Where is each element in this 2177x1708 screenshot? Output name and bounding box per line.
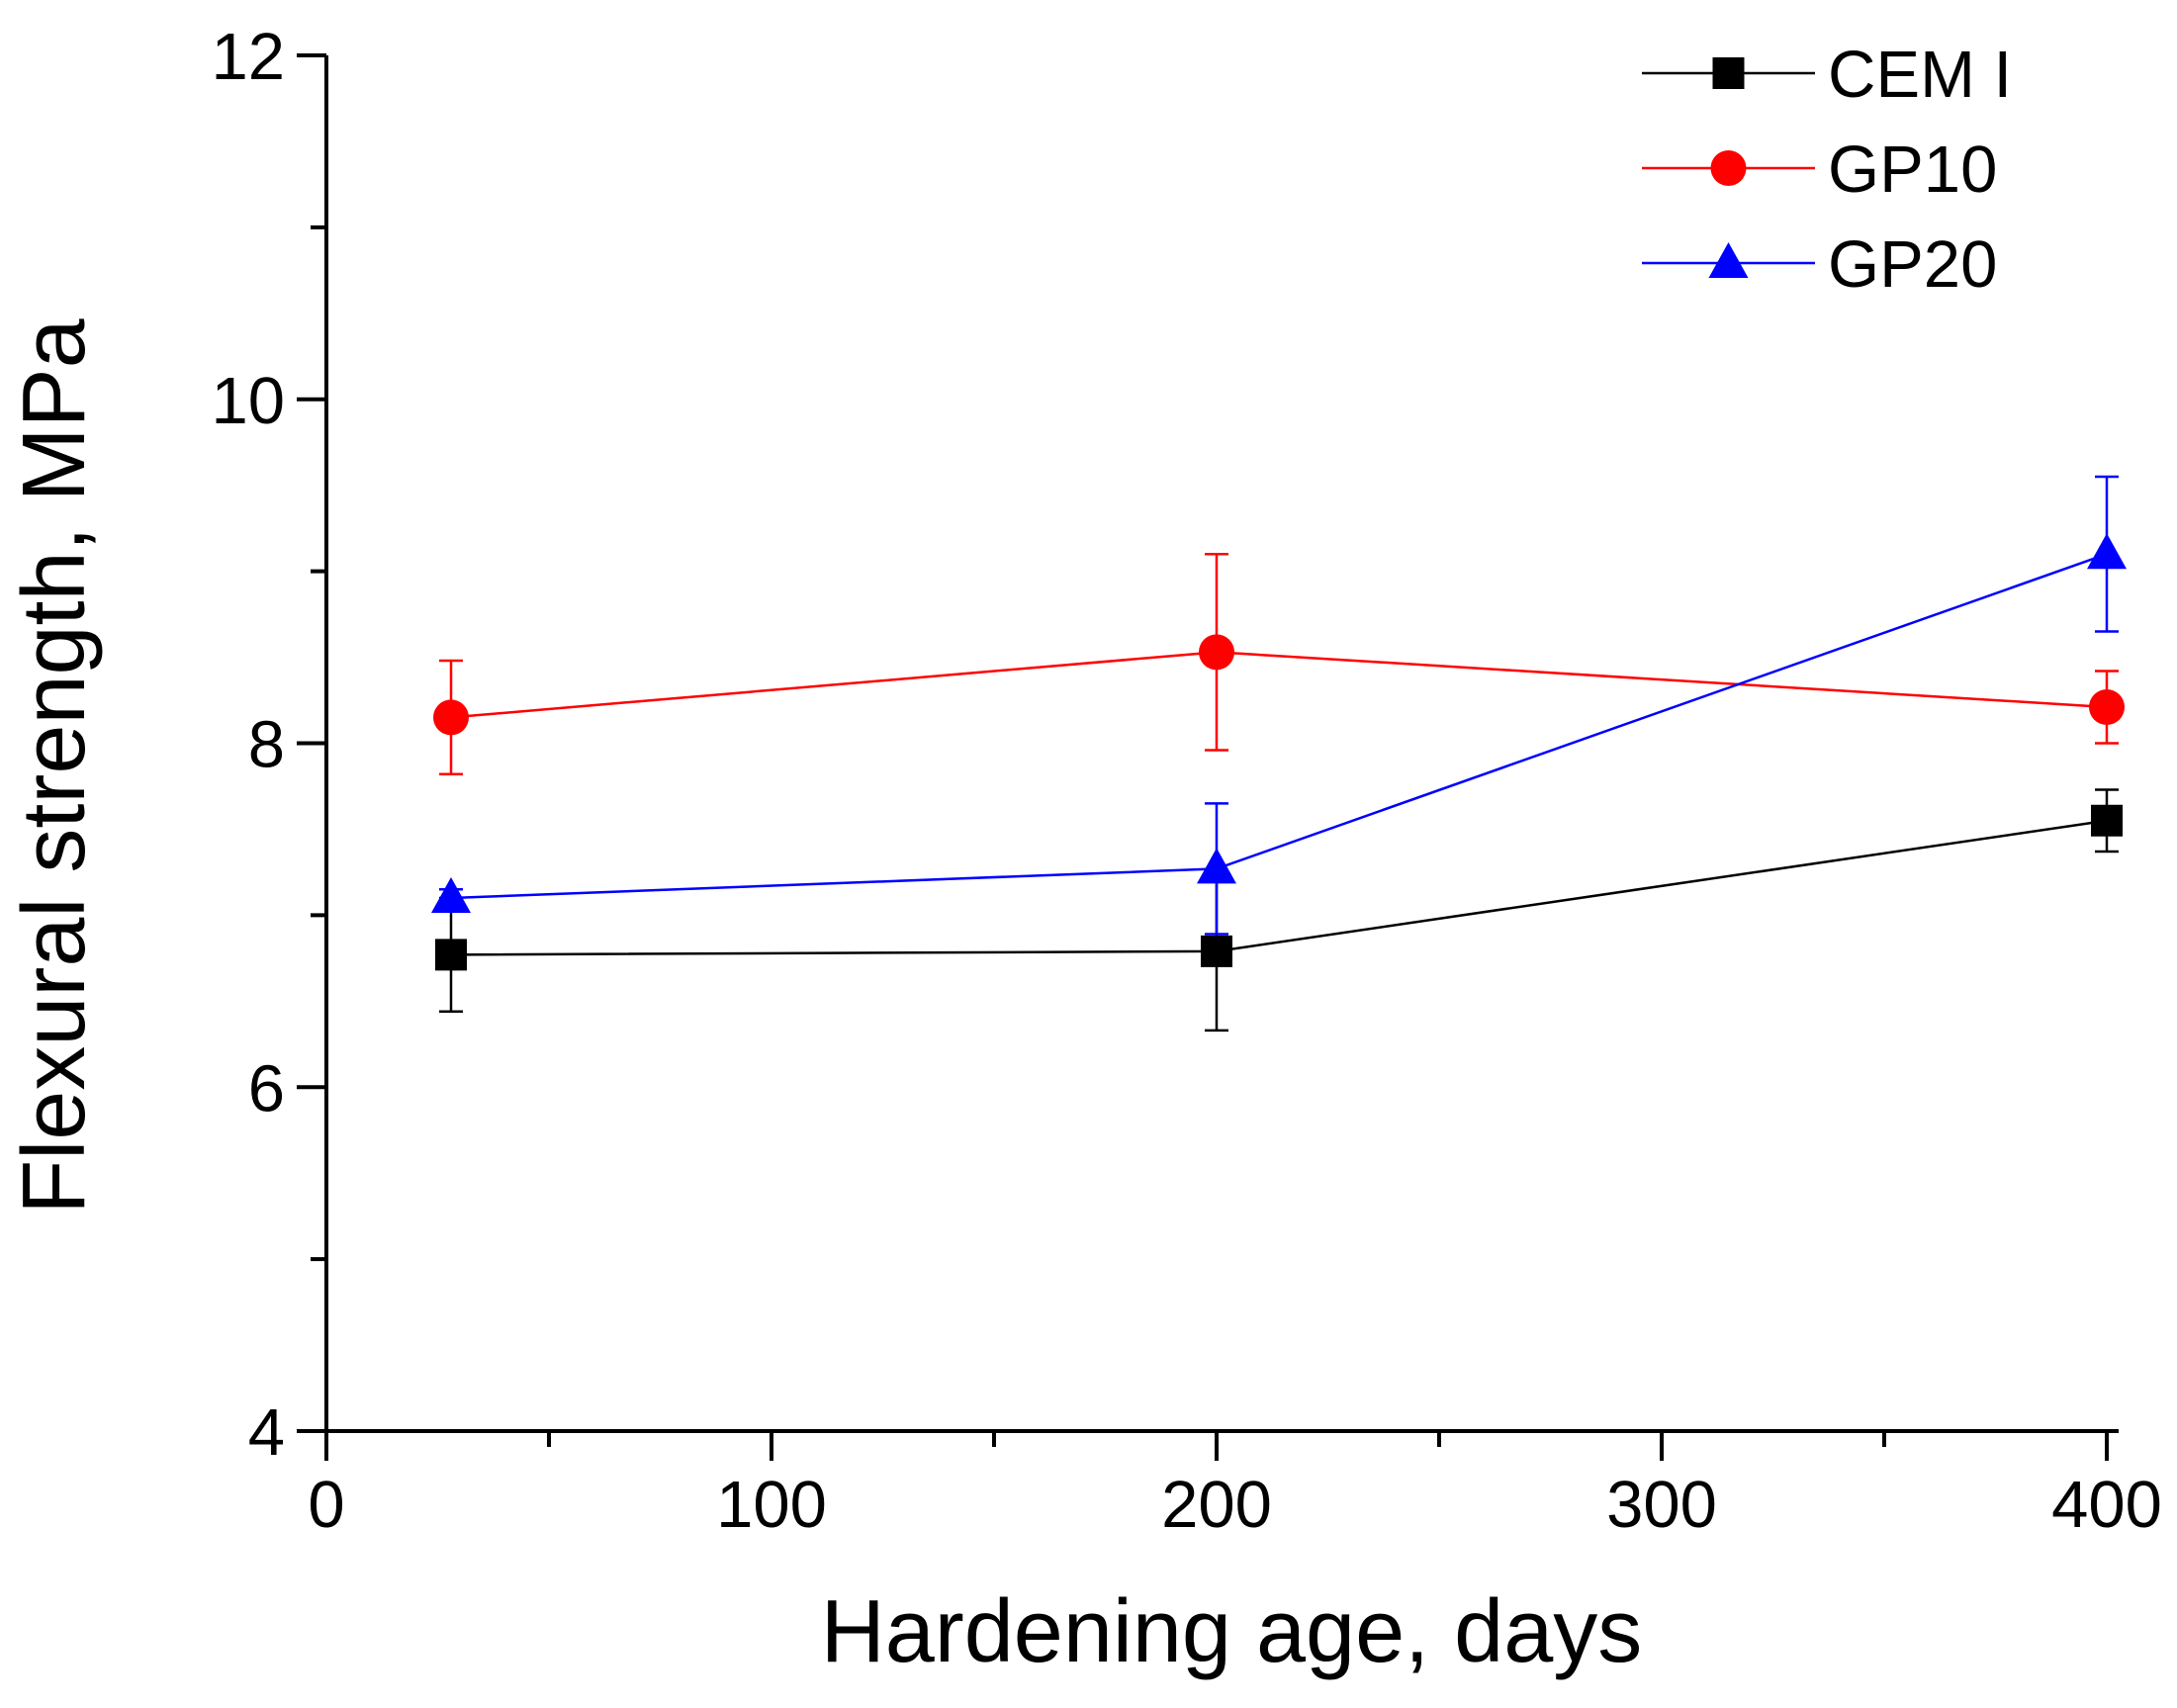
data-point: [435, 939, 467, 971]
x-tick-label: 200: [1161, 1468, 1272, 1542]
y-tick-label: 6: [248, 1051, 285, 1125]
legend-item-gp10: GP10: [1642, 133, 1997, 207]
legend-item-gp20: GP20: [1642, 227, 1997, 302]
data-point: [2089, 688, 2125, 725]
data-point: [433, 699, 469, 736]
axes: 0 100 200 300 400 4 6 8 10 12: [211, 20, 2161, 1542]
legend-marker: [1708, 242, 1749, 278]
y-tick-label: 4: [248, 1395, 285, 1470]
legend-item-cem-i: CEM I: [1642, 38, 2012, 112]
y-tick-label: 12: [211, 20, 285, 94]
x-tick-label: 300: [1606, 1468, 1717, 1542]
legend-label: GP20: [1828, 227, 1997, 302]
legend: CEM I GP10 GP20: [1642, 38, 2012, 302]
data-point: [2091, 804, 2123, 837]
data-point: [2087, 533, 2127, 570]
series-gp20: [431, 475, 2127, 936]
legend-label: CEM I: [1828, 38, 2012, 112]
x-axis-title: Hardening age, days: [821, 1582, 1643, 1681]
data-point: [1201, 935, 1232, 967]
legend-marker: [1710, 150, 1747, 186]
data-point: [1199, 634, 1234, 671]
y-tick-label: 10: [211, 364, 285, 438]
series-line: [450, 553, 2108, 900]
series-layer: [431, 475, 2127, 1033]
legend-marker: [1712, 57, 1745, 89]
data-point: [1197, 848, 1236, 884]
series-gp10: [433, 552, 2125, 776]
legend-label: GP10: [1828, 133, 1997, 207]
x-tick-label: 0: [308, 1468, 344, 1542]
series-line: [450, 651, 2108, 719]
y-axis-title: Flexural strength, MPa: [5, 317, 104, 1214]
x-tick-label: 100: [716, 1468, 827, 1542]
data-point: [431, 876, 471, 913]
series-cem-i: [435, 788, 2123, 1033]
y-tick-label: 8: [248, 708, 285, 782]
x-tick-label: 400: [2051, 1468, 2162, 1542]
